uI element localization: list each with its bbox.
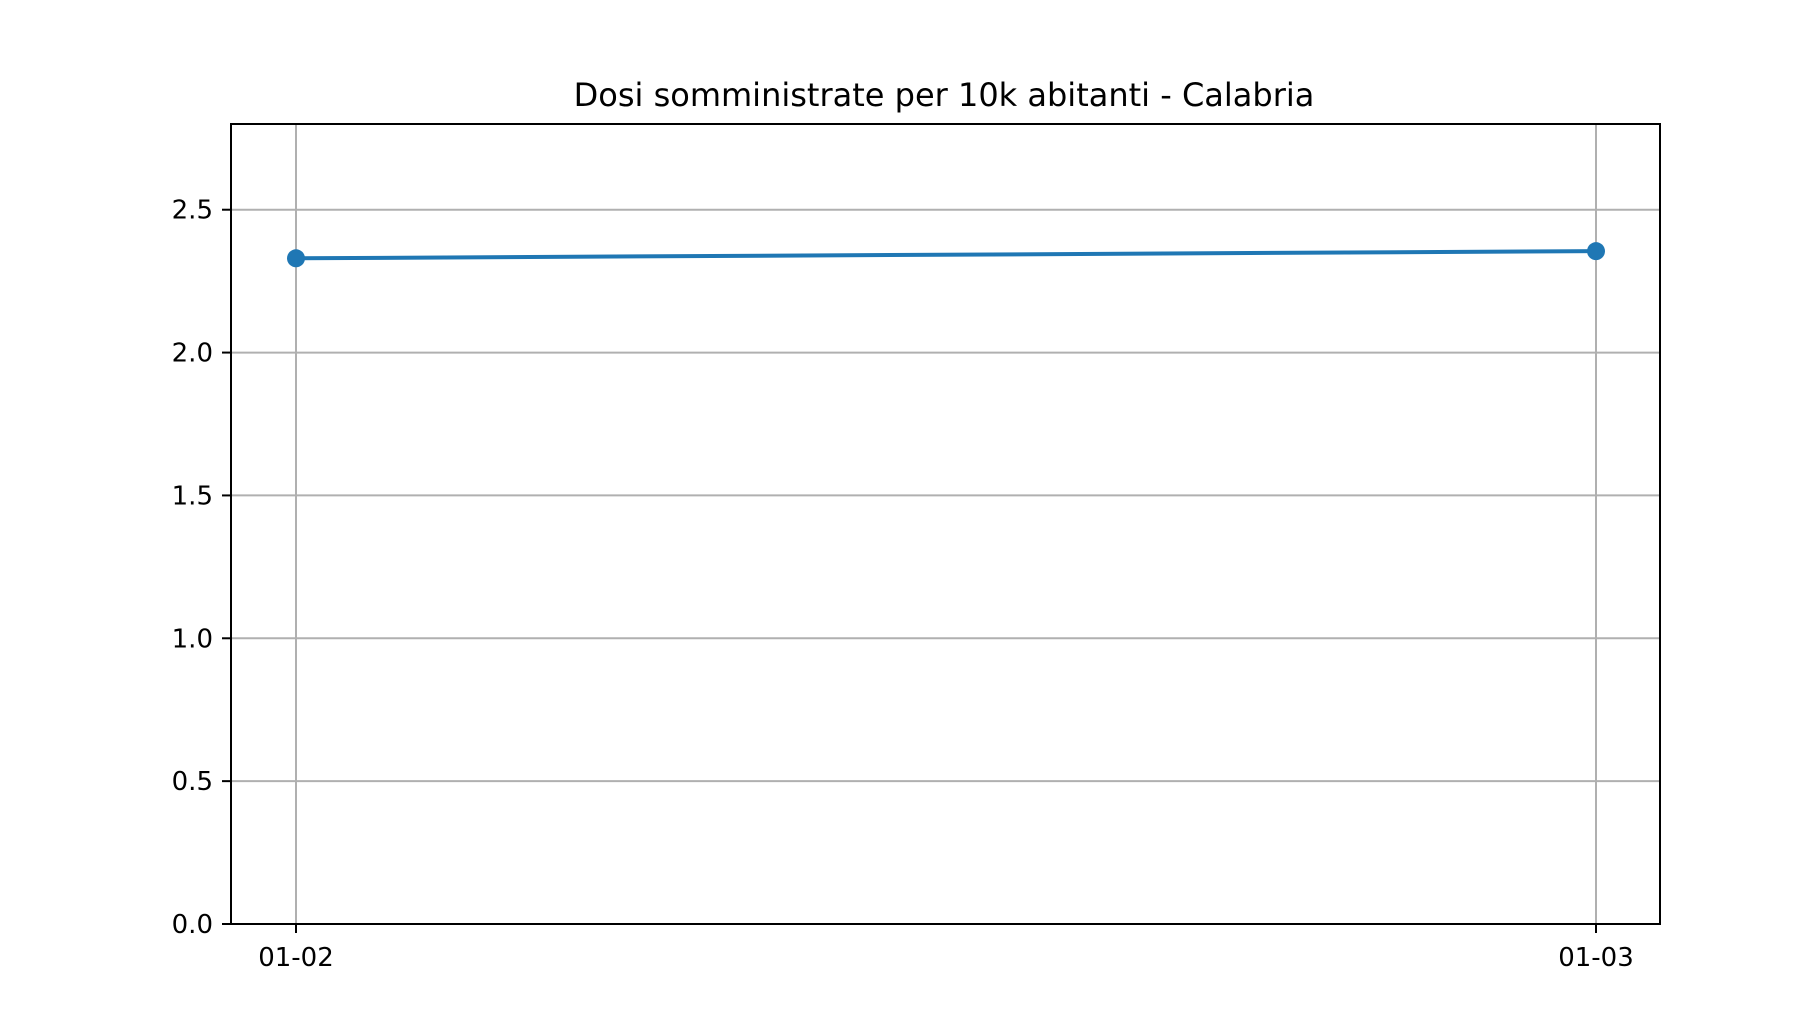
x-tick-label: 01-03: [1558, 943, 1634, 973]
series-layer: [287, 242, 1605, 268]
data-point: [1587, 242, 1605, 261]
data-point: [287, 249, 305, 268]
y-tick-label: 1.0: [172, 624, 213, 654]
y-tick-label: 0.0: [172, 910, 213, 940]
y-tick-label: 2.5: [172, 196, 213, 226]
x-tick-label: 01-02: [258, 943, 334, 973]
chart-title: Dosi somministrate per 10k abitanti - Ca…: [574, 76, 1315, 114]
grid-layer: [231, 124, 1660, 925]
series-line: [295, 249, 1597, 261]
y-tick-label: 0.5: [172, 767, 213, 797]
axis-layer: 0.0 0.5 1.0 1.5 2.0 2.5 01-02 01-03: [172, 196, 1634, 973]
plot-frame: [230, 123, 1661, 925]
y-tick-label: 2.0: [172, 339, 213, 369]
y-tick-label: 1.5: [172, 481, 213, 511]
